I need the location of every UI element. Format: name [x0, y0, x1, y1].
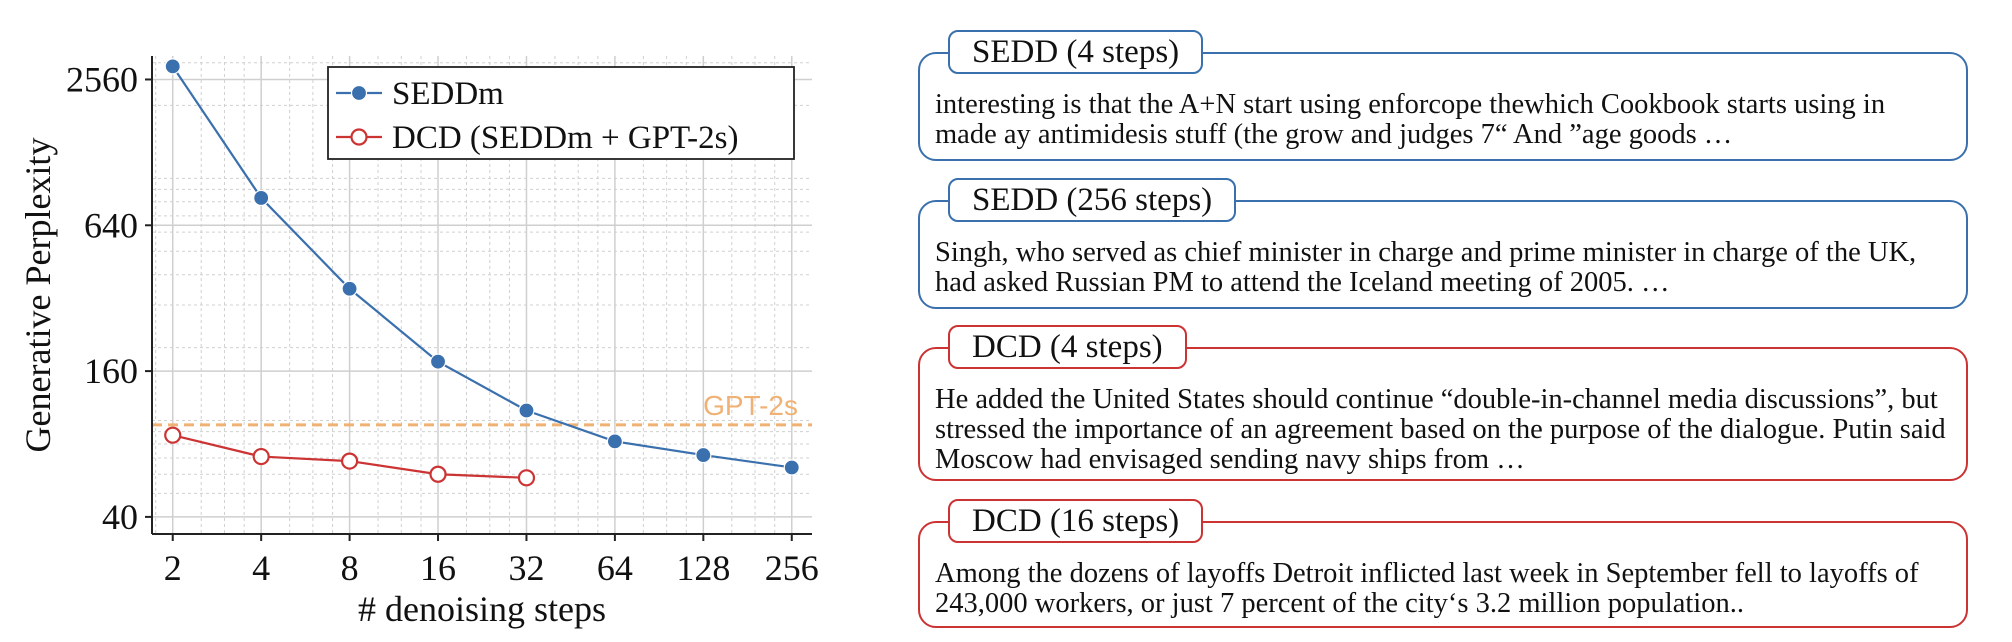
x-tick-label: 128: [676, 548, 730, 588]
y-tick-label: 40: [102, 497, 138, 537]
sample-title: DCD (4 steps): [948, 325, 1187, 369]
reference-line-label: GPT-2s: [703, 390, 798, 421]
sample-text: interesting is that the A+N start using …: [935, 89, 1886, 150]
legend-label: SEDDm: [392, 76, 504, 112]
legend-swatch-marker: [350, 84, 368, 102]
sample-box-dcd-4: DCD (4 steps) He added the United States…: [918, 325, 1968, 481]
data-point: [517, 469, 536, 487]
data-point: [695, 446, 712, 464]
x-tick-label: 8: [341, 548, 359, 588]
data-point: [518, 402, 535, 419]
data-point: [252, 447, 270, 466]
legend-swatch-marker: [350, 128, 368, 146]
sample-title: SEDD (4 steps): [948, 30, 1204, 74]
data-point: [606, 433, 623, 450]
reference-lines: GPT-2s: [152, 390, 812, 427]
chart-series: [164, 58, 800, 487]
chart-axes: 2 4 8 16 32 64 128 256 40 160 640 2560 # denoising s…: [18, 56, 819, 629]
sample-title: DCD (16 steps): [948, 499, 1204, 543]
data-point: [253, 189, 270, 207]
data-point: [429, 353, 447, 370]
data-point: [429, 465, 447, 483]
x-tick-label: 4: [252, 548, 270, 588]
y-tick-label: 640: [84, 205, 138, 245]
x-tick-label: 256: [765, 548, 819, 588]
chart-legend: SEDDm DCD (SEDDm + GPT-2s): [327, 66, 795, 160]
y-axis-label: Generative Perplexity: [18, 138, 58, 453]
sample-text: Among the dozens of layoffs Detroit infl…: [935, 558, 1919, 619]
sample-text: He added the United States should contin…: [935, 384, 1946, 475]
x-tick-label: 16: [420, 548, 456, 588]
data-point: [341, 452, 359, 470]
sample-title: SEDD (256 steps): [948, 178, 1237, 222]
y-tick-label: 160: [84, 351, 138, 391]
legend-box: [327, 66, 795, 160]
data-point: [341, 280, 358, 297]
x-tick-label: 64: [597, 548, 633, 588]
x-tick-label: 2: [164, 548, 182, 588]
data-point: [783, 459, 800, 476]
data-point: [164, 58, 181, 75]
legend-label: DCD (SEDDm + GPT-2s): [392, 120, 739, 156]
sample-box-dcd-16: DCD (16 steps) Among the dozens of layof…: [918, 499, 1968, 628]
x-axis-label: # denoising steps: [358, 589, 606, 629]
sample-text: Singh, who served as chief minister in c…: [935, 237, 1917, 298]
sample-box-sedd-256: SEDD (256 steps) Singh, who served as ch…: [918, 178, 1968, 309]
data-point: [164, 426, 182, 444]
y-tick-label: 2560: [66, 59, 138, 99]
sample-box-sedd-4: SEDD (4 steps) interesting is that the A…: [918, 30, 1968, 161]
series-line: [171, 65, 792, 469]
x-tick-label: 32: [508, 548, 544, 588]
perplexity-chart: GPT-2s 2 4 8 16 32 64 128 256 40 160 640 2560 # deno…: [18, 56, 819, 629]
